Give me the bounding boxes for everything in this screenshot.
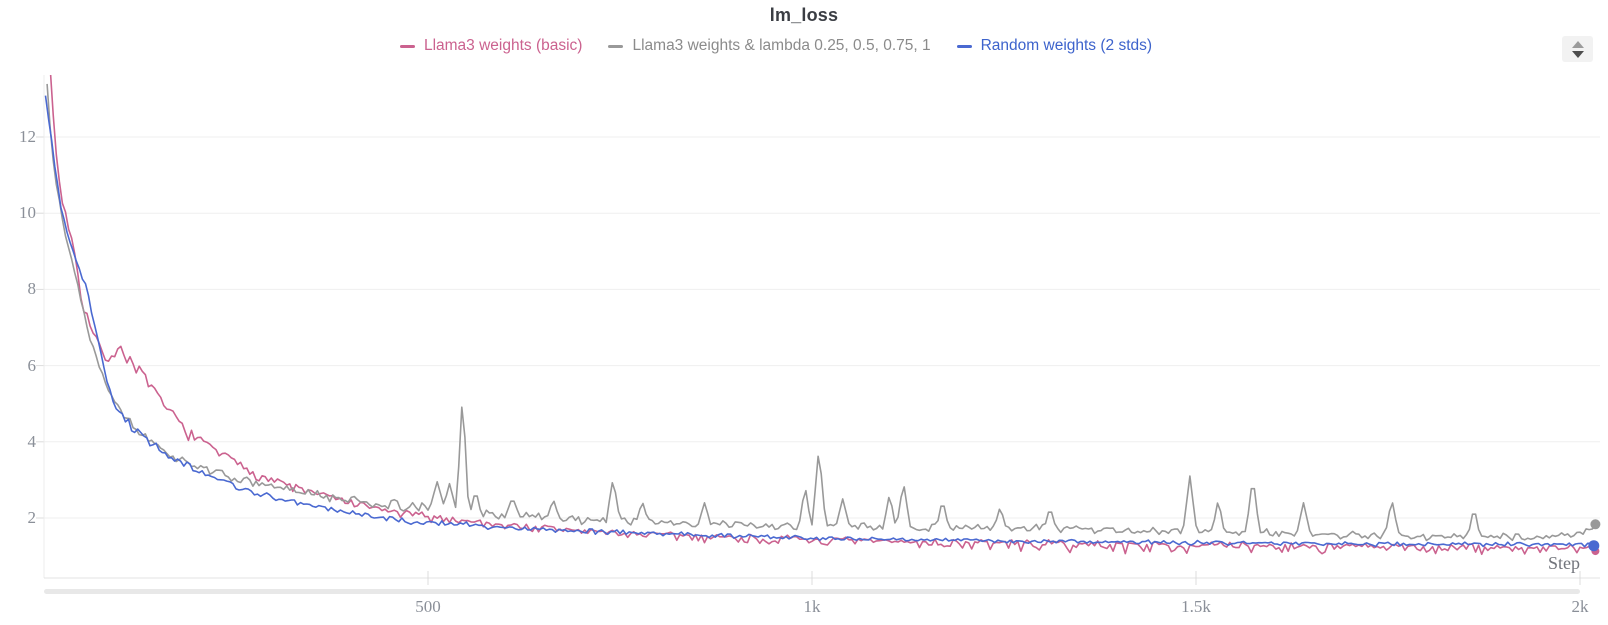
chart-legend: Llama3 weights (basic) Llama3 weights & … xyxy=(0,37,1608,55)
legend-label: Random weights (2 stds) xyxy=(980,37,1153,54)
legend-swatch-icon xyxy=(399,44,415,48)
legend-item-llama3-lambda: Llama3 weights & lambda 0.25, 0.5, 0.75,… xyxy=(608,37,931,55)
y-tick-label: 10 xyxy=(19,203,36,223)
y-tick-label: 6 xyxy=(27,355,37,375)
x-tick-label: 2k xyxy=(1571,597,1589,616)
x-range-scrollbar[interactable] xyxy=(44,589,1580,594)
chart-title: lm_loss xyxy=(769,5,839,25)
y-tick-label: 8 xyxy=(27,279,37,299)
legend-item-random-weights: Random weights (2 stds) xyxy=(956,37,1153,55)
x-tick-label: 500 xyxy=(415,597,441,616)
legend-swatch-icon xyxy=(608,44,624,48)
legend-swatch-icon xyxy=(956,44,972,48)
triangle-down-icon xyxy=(1571,50,1584,58)
x-tick-label: 1k xyxy=(803,597,821,616)
legend-item-llama3-basic: Llama3 weights (basic) xyxy=(399,37,583,55)
y-tick-label: 2 xyxy=(27,508,37,527)
x-tick-label: 1.5k xyxy=(1181,597,1211,616)
x-axis-title: Step xyxy=(1547,553,1580,573)
triangle-up-icon xyxy=(1571,40,1584,48)
panel-stepper-button[interactable] xyxy=(1562,36,1593,62)
y-tick-label: 12 xyxy=(19,127,36,146)
legend-label: Llama3 weights (basic) xyxy=(423,37,583,54)
y-tick-label: 4 xyxy=(27,431,37,451)
legend-label: Llama3 weights & lambda 0.25, 0.5, 0.75,… xyxy=(632,37,931,54)
